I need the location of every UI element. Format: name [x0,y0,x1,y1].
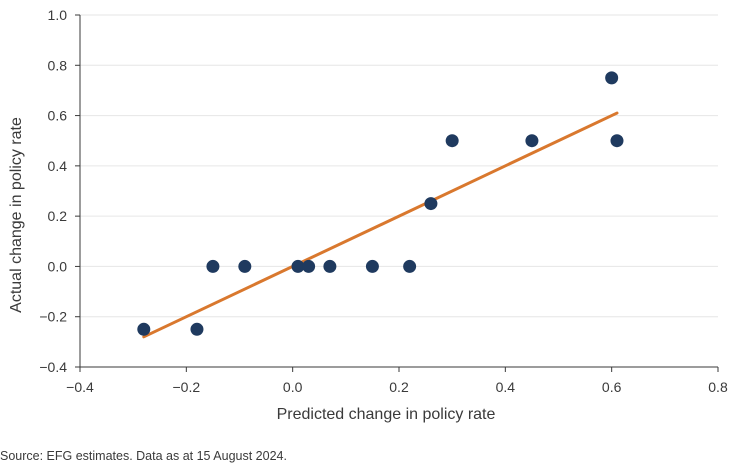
y-tick-label: −0.2 [39,309,67,325]
x-tick-label: −0.2 [173,379,201,395]
y-tick-label: 0.4 [48,158,68,174]
data-point [424,197,438,211]
data-point [190,322,204,336]
y-tick-label: 1.0 [48,7,68,23]
data-point [365,259,379,273]
data-point [302,259,316,273]
data-point [323,259,337,273]
y-tick-label: 0.2 [48,208,68,224]
data-point [525,134,539,148]
x-tick-label: −0.4 [66,379,94,395]
x-axis-title: Predicted change in policy rate [277,406,496,423]
source-note: Source: EFG estimates. Data as at 15 Aug… [0,449,287,463]
data-point [137,322,151,336]
y-tick-label: −0.4 [39,359,67,375]
data-points [137,71,624,336]
trendline [142,111,619,339]
data-point [403,259,417,273]
grid-lines [80,14,718,318]
x-tick-label: 0.4 [496,379,516,395]
x-tick-label: 0.8 [708,379,728,395]
x-tick-label: 0.6 [602,379,622,395]
axes: −0.4 −0.2 0.0 0.2 0.4 0.6 0.8 1.0 −0.4 −0.2 0.0 0.2… [39,7,728,395]
data-point [206,259,220,273]
y-axis-title: Actual change in policy rate [8,117,25,313]
y-tick-label: 0.0 [48,258,68,274]
data-point [445,134,459,148]
data-point [605,71,619,85]
data-point [238,259,252,273]
data-point [291,259,305,273]
y-tick-label: 0.8 [48,57,68,73]
y-tick-label: 0.6 [48,108,68,124]
x-tick-label: 0.0 [283,379,303,395]
trendline-group [142,111,619,339]
data-point [610,134,624,148]
x-tick-label: 0.2 [389,379,409,395]
